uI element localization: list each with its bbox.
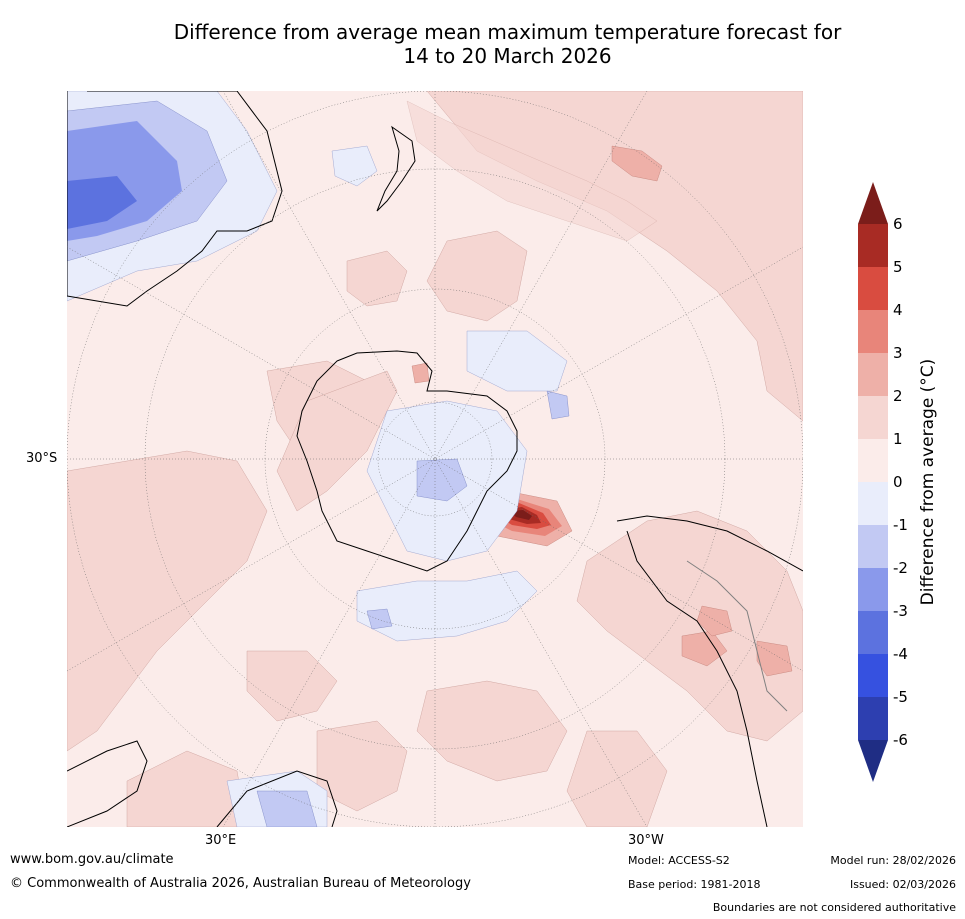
title-line-1: Difference from average mean maximum tem… [173,20,842,44]
copyright-text: © Commonwealth of Australia 2026, Austra… [10,876,471,891]
colorbar-tick-label: -5 [893,688,908,706]
colorbar-extend-bottom [858,740,888,782]
colorbar-tick-label: -2 [893,559,908,577]
colorbar-tick-label: 5 [893,258,903,276]
lon-label-30e: 30°E [205,833,237,848]
model-run-text: Model run: 28/02/2026 [830,854,956,867]
model-text: Model: ACCESS-S2 [628,854,730,867]
colorbar-tick-label: 1 [893,430,903,448]
colorbar-tick-label: -4 [893,645,908,663]
south-america-outline [616,515,803,827]
base-period-text: Base period: 1981-2018 [628,878,761,891]
anomaly-band-minus-2-to-minus-4 [67,121,182,241]
colorbar-segment [858,224,888,267]
graticule [67,91,803,827]
colorbar-segment [858,482,888,525]
colorbar-segment [858,267,888,310]
colorbar-segment [858,568,888,611]
colorbar-tick-label: -3 [893,602,908,620]
anomaly-band-1-to-2 [67,91,803,827]
website-link[interactable]: www.bom.gov.au/climate [10,852,174,867]
temperature-anomaly-map[interactable] [67,91,803,827]
antarctica-outline [296,350,518,572]
colorbar-segment [858,525,888,568]
lat-label-30s: 30°S [26,451,58,466]
colorbar-segment [858,353,888,396]
colorbar-tick-label: 3 [893,344,903,362]
colorbar [858,182,888,782]
boundaries-text: Boundaries are not considered authoritat… [712,901,956,914]
colorbar-segment [858,654,888,697]
title-line-2: 14 to 20 March 2026 [403,44,612,68]
chart-title: Difference from average mean maximum tem… [60,20,955,68]
colorbar-tick-label: -1 [893,516,908,534]
colorbar-extend-top [858,182,888,224]
colorbar-segment [858,697,888,740]
colorbar-segment [858,310,888,353]
africa-outline [67,740,338,827]
colorbar-tick-label: -6 [893,731,908,749]
new-zealand-outline [376,125,416,212]
lon-label-30w: 30°W [628,833,664,848]
colorbar-segment [858,396,888,439]
colorbar-tick-label: 2 [893,387,903,405]
colorbar-tick-label: 4 [893,301,903,319]
colorbar-tick-label: 0 [893,473,903,491]
issued-text: Issued: 02/03/2026 [849,878,956,891]
colorbar-tick-label: 6 [893,215,903,233]
colorbar-segment [858,611,888,654]
south-america-borders [686,560,788,712]
colorbar-segment [858,439,888,482]
colorbar-label: Difference from average (°C) [918,358,938,606]
